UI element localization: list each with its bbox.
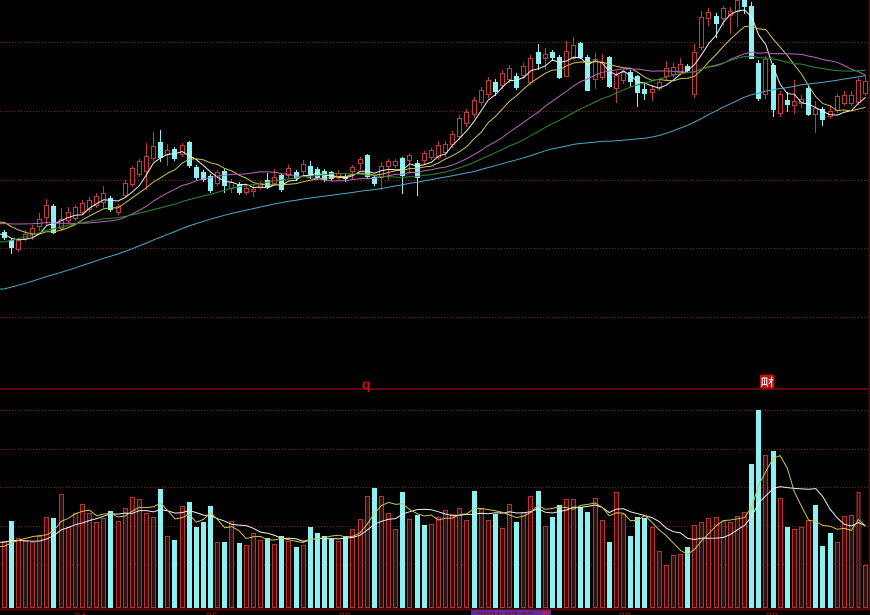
svg-text:q: q	[362, 376, 371, 392]
svg-text:29: 29	[766, 611, 778, 615]
svg-text:24: 24	[74, 611, 86, 615]
svg-text:2021-07-02: 2021-07-02	[477, 611, 533, 615]
svg-text:26: 26	[339, 611, 351, 615]
svg-text:28: 28	[619, 611, 631, 615]
svg-text:25: 25	[206, 611, 218, 615]
